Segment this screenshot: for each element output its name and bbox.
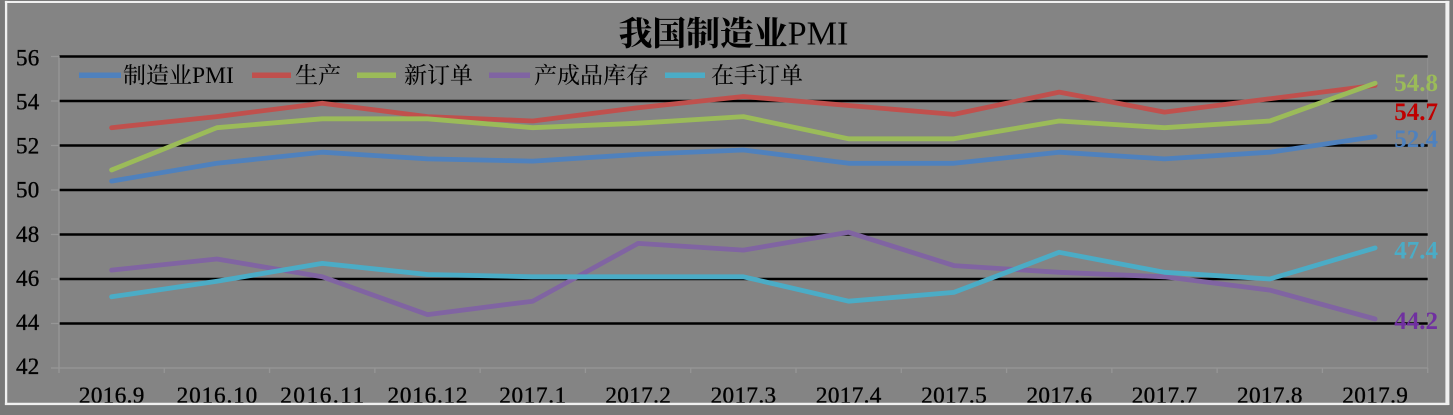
svg-text:52: 52: [16, 134, 39, 159]
svg-text:44: 44: [16, 310, 40, 335]
svg-text:54.8: 54.8: [1394, 70, 1438, 97]
svg-text:54: 54: [16, 89, 40, 114]
svg-text:56: 56: [16, 45, 39, 70]
svg-text:52.4: 52.4: [1394, 126, 1438, 153]
svg-text:47.4: 47.4: [1394, 238, 1438, 265]
svg-text:46: 46: [16, 266, 39, 291]
svg-text:48: 48: [16, 222, 39, 247]
svg-text:PMI: PMI: [192, 63, 234, 89]
svg-text:50: 50: [16, 178, 39, 203]
svg-text:44.2: 44.2: [1394, 308, 1438, 335]
svg-text:54.7: 54.7: [1394, 99, 1438, 126]
svg-text:42: 42: [16, 354, 39, 379]
svg-text:PMI: PMI: [788, 16, 849, 53]
